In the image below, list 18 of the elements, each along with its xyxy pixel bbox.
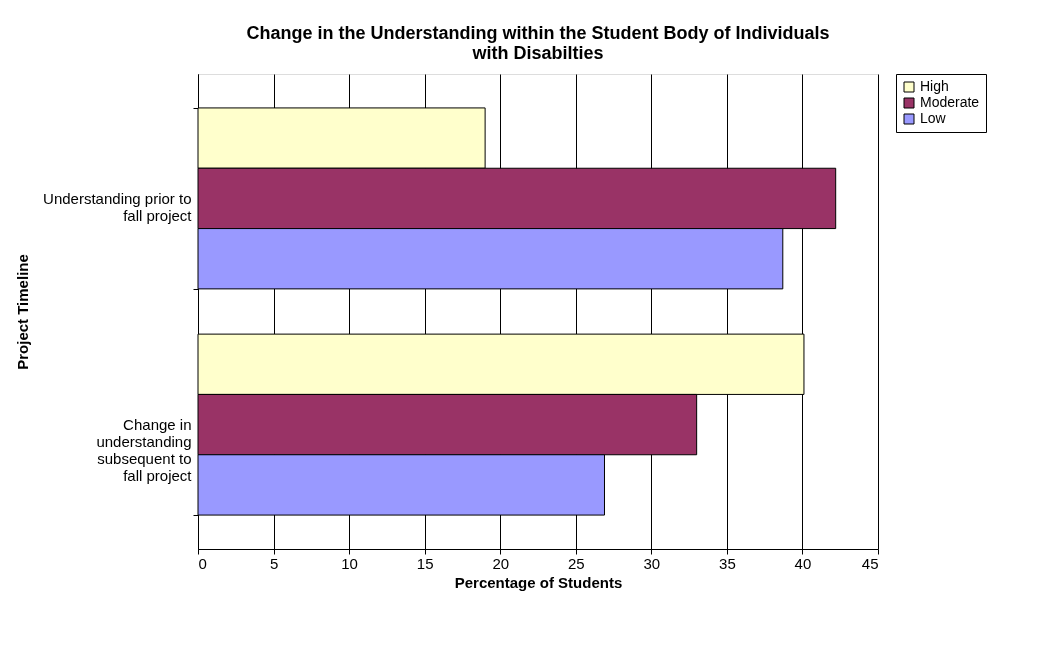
x-axis-title: Percentage of Students bbox=[454, 573, 623, 591]
x-tick-label: 35 bbox=[719, 554, 736, 572]
x-tick-label: 5 bbox=[269, 554, 279, 572]
x-tick-label: 30 bbox=[643, 554, 661, 572]
x-tick-label: 45 bbox=[861, 554, 879, 572]
legend-label: Low bbox=[920, 110, 947, 126]
legend-label: High bbox=[920, 78, 949, 94]
x-tick-label: 40 bbox=[794, 554, 812, 572]
x-tick-label: 0 bbox=[198, 554, 207, 572]
x-tick-label: 10 bbox=[341, 554, 358, 572]
y-tick-label: Change in understanding subsequent to fall project bbox=[96, 416, 193, 485]
chart-title: Change in the Understanding within the Student Body of Individuals with Disabilties bbox=[246, 23, 830, 63]
x-tick-label: 25 bbox=[567, 554, 585, 572]
y-axis-title: Project Timeline bbox=[14, 254, 32, 370]
x-tick-label: 20 bbox=[492, 554, 510, 572]
y-tick-label: Understanding prior to fall project bbox=[43, 189, 193, 224]
x-tick-label: 15 bbox=[416, 554, 434, 572]
legend-label: Moderate bbox=[920, 94, 980, 110]
